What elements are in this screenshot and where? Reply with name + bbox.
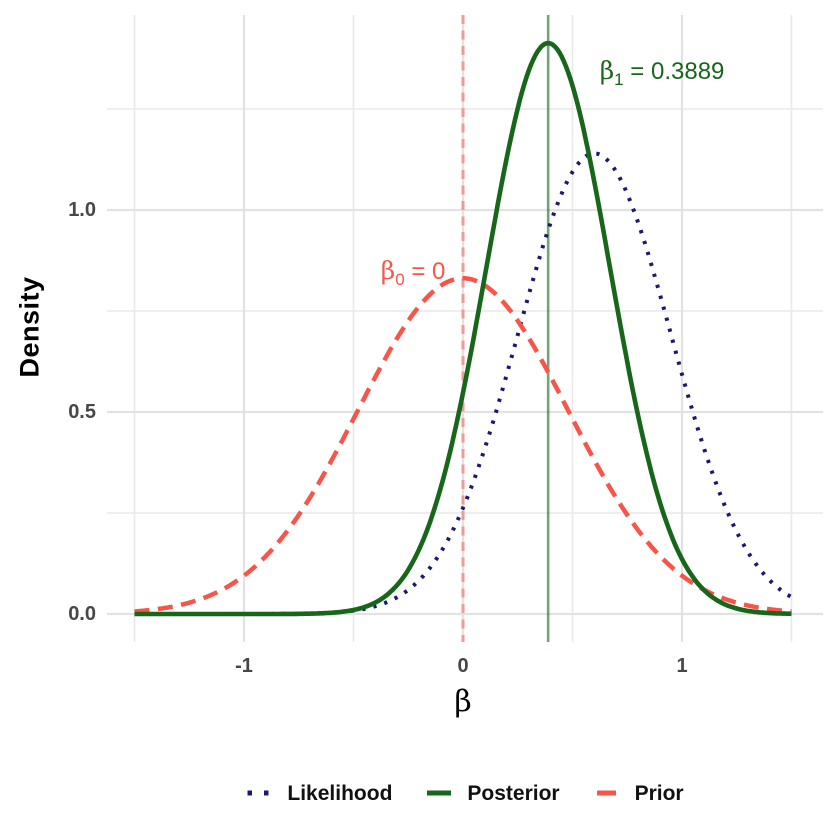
prior-mean-annotation: β0 = 0 <box>380 256 446 288</box>
posterior-mean-annotation: β1 = 0.3889 <box>599 56 725 88</box>
posterior-curve <box>134 40 792 617</box>
dashed-line-key-icon <box>596 790 616 796</box>
beta-symbol: β <box>599 56 615 86</box>
annotation-value: = 0 <box>404 258 446 285</box>
annotation-value: = 0.3889 <box>623 58 725 86</box>
legend: Likelihood Posterior Prior <box>107 777 823 809</box>
legend-item-likelihood: Likelihood <box>246 783 392 804</box>
y-tick-label-0.5: 0.5 <box>68 401 96 423</box>
solid-line-key-icon <box>427 790 452 796</box>
beta-subscript: 1 <box>614 69 624 89</box>
dotted-line-key-icon <box>247 790 272 796</box>
legend-label-prior: Prior <box>634 781 684 805</box>
likelihood-curve <box>134 151 793 616</box>
prior-curve <box>134 276 792 614</box>
x-tick-label-1: 1 <box>676 655 688 677</box>
x-tick-label-0: 0 <box>457 655 469 677</box>
y-axis-title: Density <box>14 276 45 378</box>
beta-subscript: 0 <box>395 269 405 289</box>
legend-label-likelihood: Likelihood <box>287 781 393 805</box>
x-axis-title: β <box>454 684 472 720</box>
y-tick-label-0.0: 0.0 <box>68 603 96 625</box>
y-tick-label-1.0: 1.0 <box>68 199 96 221</box>
beta-symbol: β <box>380 256 396 285</box>
legend-label-posterior: Posterior <box>467 781 560 805</box>
legend-item-prior: Prior <box>594 783 684 804</box>
legend-item-posterior: Posterior <box>426 781 560 805</box>
x-tick-label-neg1: -1 <box>235 655 253 677</box>
